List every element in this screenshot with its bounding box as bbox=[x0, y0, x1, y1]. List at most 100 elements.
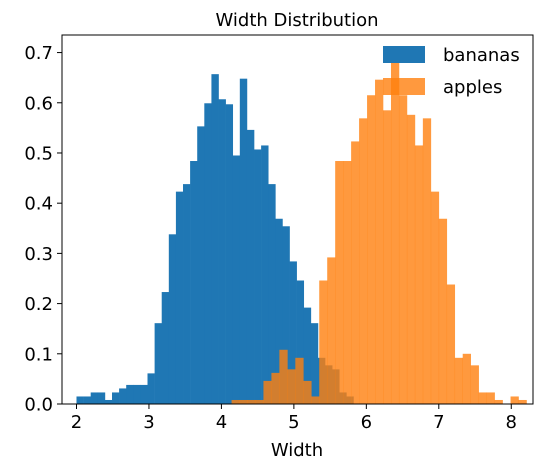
bar-apples bbox=[470, 365, 479, 404]
y-axis-ticks: 0.0 0.1 0.2 0.3 0.4 0.5 0.6 0.7 bbox=[24, 43, 62, 416]
bar-apples bbox=[486, 392, 495, 404]
legend-label: bananas bbox=[443, 45, 520, 66]
bar-bananas bbox=[246, 129, 255, 404]
y-tick-label: 0.3 bbox=[24, 244, 53, 265]
legend-item-bananas: bananas bbox=[383, 45, 520, 66]
bar-bananas bbox=[204, 103, 212, 404]
bar-apples bbox=[438, 218, 448, 404]
bar-bananas bbox=[168, 234, 177, 404]
plot-axes bbox=[61, 34, 534, 405]
bar-apples bbox=[319, 280, 328, 404]
bar-apples bbox=[255, 399, 264, 404]
bar-bananas bbox=[90, 392, 99, 404]
bar-apples bbox=[518, 399, 527, 404]
bar-bananas bbox=[275, 218, 283, 404]
bar-bananas bbox=[97, 392, 106, 404]
bar-apples bbox=[462, 353, 471, 404]
series-apples-bars bbox=[231, 52, 527, 405]
bar-apples bbox=[359, 118, 368, 404]
bar-bananas bbox=[296, 280, 305, 404]
bar-apples bbox=[398, 95, 408, 405]
bar-apples bbox=[239, 399, 248, 404]
bar-bananas bbox=[126, 384, 134, 404]
legend-swatch bbox=[383, 46, 425, 63]
x-axis-title: Width bbox=[271, 440, 323, 461]
bar-bananas bbox=[218, 99, 226, 404]
bar-apples bbox=[335, 161, 344, 404]
chart-legend: bananas apples bbox=[383, 45, 520, 98]
histogram-bars bbox=[76, 52, 527, 405]
bar-apples bbox=[406, 114, 416, 404]
y-tick-label: 0.2 bbox=[24, 294, 53, 315]
x-tick-label: 2 bbox=[71, 412, 82, 433]
bar-apples bbox=[247, 399, 256, 404]
bar-bananas bbox=[190, 161, 198, 404]
bar-bananas bbox=[140, 384, 148, 404]
y-tick-label: 0.0 bbox=[24, 395, 53, 416]
bar-apples bbox=[422, 118, 432, 404]
x-tick-label: 6 bbox=[361, 412, 372, 433]
bar-apples bbox=[454, 357, 464, 404]
bar-bananas bbox=[261, 145, 269, 404]
bar-apples bbox=[414, 145, 424, 404]
bar-apples bbox=[279, 349, 288, 404]
bar-apples bbox=[510, 396, 519, 404]
x-tick-label: 4 bbox=[216, 412, 227, 433]
bar-bananas bbox=[268, 184, 276, 404]
bar-apples bbox=[478, 392, 487, 404]
y-tick-label: 0.7 bbox=[24, 43, 53, 64]
bar-apples bbox=[383, 110, 392, 404]
bar-apples bbox=[446, 284, 456, 404]
bar-bananas bbox=[225, 104, 234, 404]
bar-apples bbox=[271, 372, 280, 404]
bar-apples bbox=[367, 95, 376, 405]
bar-bananas bbox=[133, 384, 141, 404]
bar-bananas bbox=[211, 74, 219, 404]
series-bananas-bars bbox=[76, 74, 354, 405]
bar-apples bbox=[327, 257, 336, 404]
bar-apples bbox=[494, 399, 503, 404]
bar-bananas bbox=[310, 323, 319, 404]
y-tick-label: 0.6 bbox=[24, 93, 53, 114]
bar-bananas bbox=[232, 155, 241, 404]
bar-bananas bbox=[112, 392, 120, 404]
bar-bananas bbox=[197, 126, 205, 405]
bar-bananas bbox=[147, 373, 155, 404]
plot-frame bbox=[61, 34, 534, 405]
y-tick-label: 0.1 bbox=[24, 344, 53, 365]
bar-apples bbox=[390, 52, 400, 404]
x-tick-label: 5 bbox=[288, 412, 299, 433]
chart-title: Width Distribution bbox=[215, 10, 378, 31]
bar-bananas bbox=[303, 307, 312, 404]
bar-bananas bbox=[119, 388, 127, 404]
bar-bananas bbox=[175, 191, 184, 404]
bar-bananas bbox=[289, 261, 297, 404]
bar-bananas bbox=[83, 396, 91, 404]
bar-apples bbox=[287, 369, 296, 404]
bar-bananas bbox=[254, 149, 262, 404]
bar-apples bbox=[430, 191, 440, 404]
bar-apples bbox=[311, 396, 320, 404]
bar-apples bbox=[343, 161, 352, 404]
x-axis-ticks: 2 3 4 5 6 7 8 bbox=[71, 404, 517, 433]
x-tick-label: 7 bbox=[433, 412, 444, 433]
bar-apples bbox=[295, 357, 304, 404]
bar-bananas bbox=[183, 184, 191, 404]
y-tick-label: 0.4 bbox=[24, 194, 53, 215]
bar-apples bbox=[375, 79, 384, 405]
legend-item-apples: apples bbox=[383, 77, 502, 98]
bar-apples bbox=[263, 380, 272, 404]
x-tick-label: 3 bbox=[143, 412, 154, 433]
bar-bananas bbox=[282, 226, 290, 404]
bar-bananas bbox=[154, 323, 163, 404]
bar-bananas bbox=[76, 396, 84, 404]
bar-apples bbox=[303, 380, 312, 404]
y-tick-label: 0.5 bbox=[24, 143, 53, 164]
bar-bananas bbox=[239, 78, 248, 405]
legend-swatch bbox=[383, 78, 425, 95]
x-tick-label: 8 bbox=[506, 412, 517, 433]
bar-bananas bbox=[161, 292, 170, 404]
bar-apples bbox=[231, 399, 240, 404]
